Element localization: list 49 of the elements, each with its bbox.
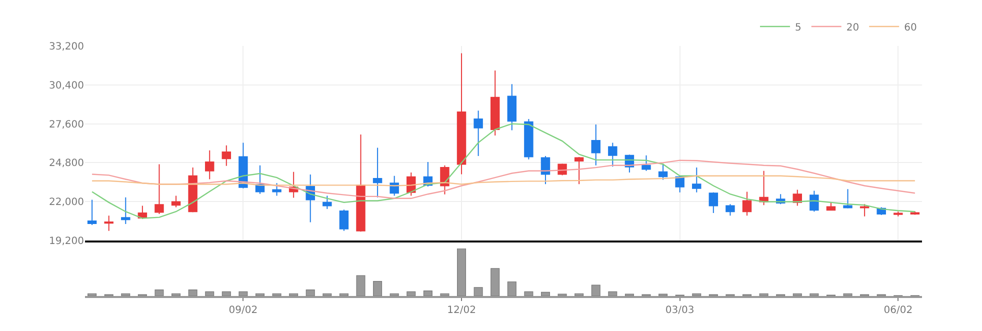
line-series xyxy=(91,160,916,199)
candlestick xyxy=(87,199,97,226)
candlestick xyxy=(474,110,483,157)
y-tick-label: 33,200 xyxy=(49,42,84,52)
candlestick xyxy=(910,210,920,216)
candlestick xyxy=(188,167,198,213)
candlestick xyxy=(121,196,130,224)
legend-label: 20 xyxy=(846,22,860,34)
candlestick xyxy=(222,144,232,166)
candlestick xyxy=(708,192,718,214)
candlestick xyxy=(692,167,702,193)
candlestick xyxy=(810,190,819,212)
line-series xyxy=(91,123,916,219)
candlestick xyxy=(171,195,181,208)
candlestick xyxy=(205,150,214,180)
candlestick xyxy=(339,209,349,232)
candlestick xyxy=(591,124,600,166)
candlestick xyxy=(642,154,651,172)
y-tick-label: 22,000 xyxy=(49,197,84,208)
candlestick xyxy=(894,211,903,217)
candlestick xyxy=(826,202,836,212)
x-tick-label: 09/02 xyxy=(228,305,258,316)
candlestick xyxy=(322,195,332,210)
candlestick xyxy=(507,84,517,131)
candlestick xyxy=(272,182,282,196)
candlestick xyxy=(154,164,164,214)
candlestick xyxy=(726,204,735,216)
candlestick xyxy=(356,134,366,232)
y-tick-label: 27,600 xyxy=(49,119,84,130)
candlestick xyxy=(742,191,752,216)
candlestick xyxy=(574,156,584,185)
candlestick xyxy=(540,156,550,185)
candlestick xyxy=(372,147,382,198)
candlestick xyxy=(658,163,668,180)
candlestick xyxy=(843,188,852,209)
y-tick-label: 19,200 xyxy=(49,236,84,247)
candlestick xyxy=(490,70,500,136)
line-series xyxy=(91,175,916,186)
x-tick-label: 06/02 xyxy=(884,305,913,316)
legend-label: 5 xyxy=(795,22,802,34)
candlestick xyxy=(608,142,618,168)
y-tick-label: 24,800 xyxy=(49,158,84,170)
x-tick-label: 03/03 xyxy=(665,305,694,316)
legend-label: 60 xyxy=(904,22,917,34)
candlestick xyxy=(675,175,684,193)
candlestick xyxy=(524,118,534,160)
x-tick-label: 12/02 xyxy=(447,305,476,316)
candlestick xyxy=(104,215,114,232)
y-tick-label: 30,400 xyxy=(49,80,84,92)
